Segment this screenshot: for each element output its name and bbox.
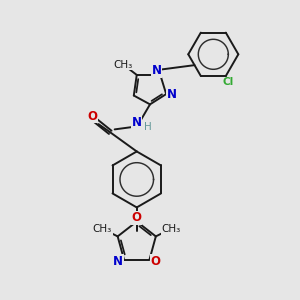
Text: N: N — [132, 116, 142, 129]
Text: CH₃: CH₃ — [93, 224, 112, 234]
Text: CH₃: CH₃ — [114, 60, 133, 70]
Text: CH₃: CH₃ — [161, 224, 181, 234]
Text: H: H — [144, 122, 152, 132]
Text: N: N — [113, 255, 123, 268]
Text: N: N — [152, 64, 162, 77]
Text: O: O — [87, 110, 97, 123]
Text: O: O — [150, 255, 161, 268]
Text: Cl: Cl — [223, 77, 234, 88]
Text: O: O — [132, 211, 142, 224]
Text: N: N — [167, 88, 176, 100]
